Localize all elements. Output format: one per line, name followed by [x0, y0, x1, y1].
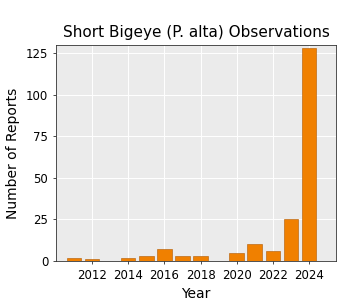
Bar: [284, 220, 298, 261]
Bar: [193, 256, 208, 261]
Bar: [247, 244, 262, 261]
X-axis label: Year: Year: [181, 287, 211, 300]
Bar: [229, 253, 244, 261]
Bar: [266, 251, 280, 261]
Title: Short Bigeye (P. alta) Observations: Short Bigeye (P. alta) Observations: [63, 25, 329, 40]
Bar: [175, 256, 190, 261]
Bar: [157, 249, 172, 261]
Bar: [139, 256, 154, 261]
Bar: [67, 258, 81, 261]
Bar: [85, 259, 99, 261]
Bar: [302, 48, 316, 261]
Y-axis label: Number of Reports: Number of Reports: [6, 87, 20, 219]
Bar: [121, 258, 135, 261]
